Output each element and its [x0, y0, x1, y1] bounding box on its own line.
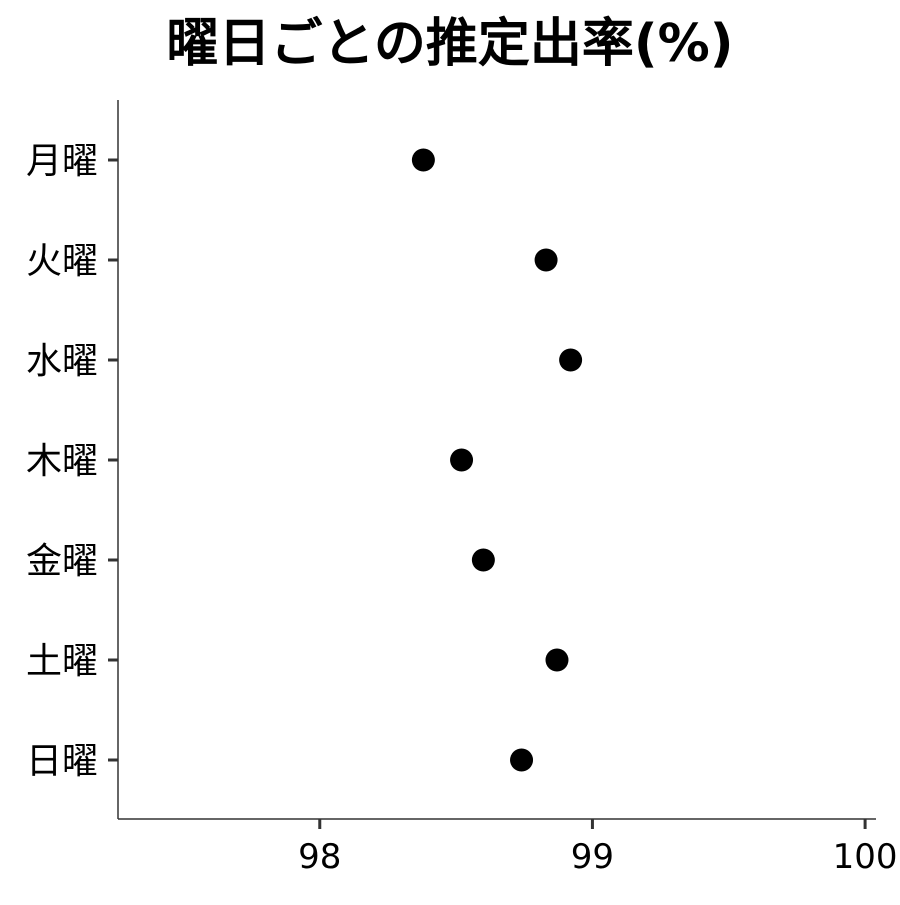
data-point: [471, 548, 495, 572]
y-tick-label: 木曜: [26, 441, 98, 482]
data-point: [450, 448, 474, 472]
data-point: [534, 248, 558, 272]
data-point: [510, 748, 534, 772]
y-tick-label: 月曜: [26, 141, 98, 182]
axes: [108, 100, 876, 829]
y-tick-label: 金曜: [26, 541, 98, 582]
y-tick-label: 日曜: [26, 741, 98, 782]
data-point: [411, 148, 435, 172]
y-tick-label: 火曜: [26, 241, 98, 282]
y-tick-label: 土曜: [26, 641, 98, 682]
chart-title: 曜日ごとの推定出率(%): [166, 14, 734, 74]
data-points: [411, 148, 583, 772]
x-tick-labels: 98 99 100: [298, 837, 897, 877]
x-tick-label: 98: [298, 837, 341, 877]
x-tick-label: 100: [833, 837, 898, 877]
x-tick-label: 99: [571, 837, 614, 877]
y-tick-label: 水曜: [26, 341, 98, 382]
data-point: [559, 348, 583, 372]
data-point: [545, 648, 569, 672]
